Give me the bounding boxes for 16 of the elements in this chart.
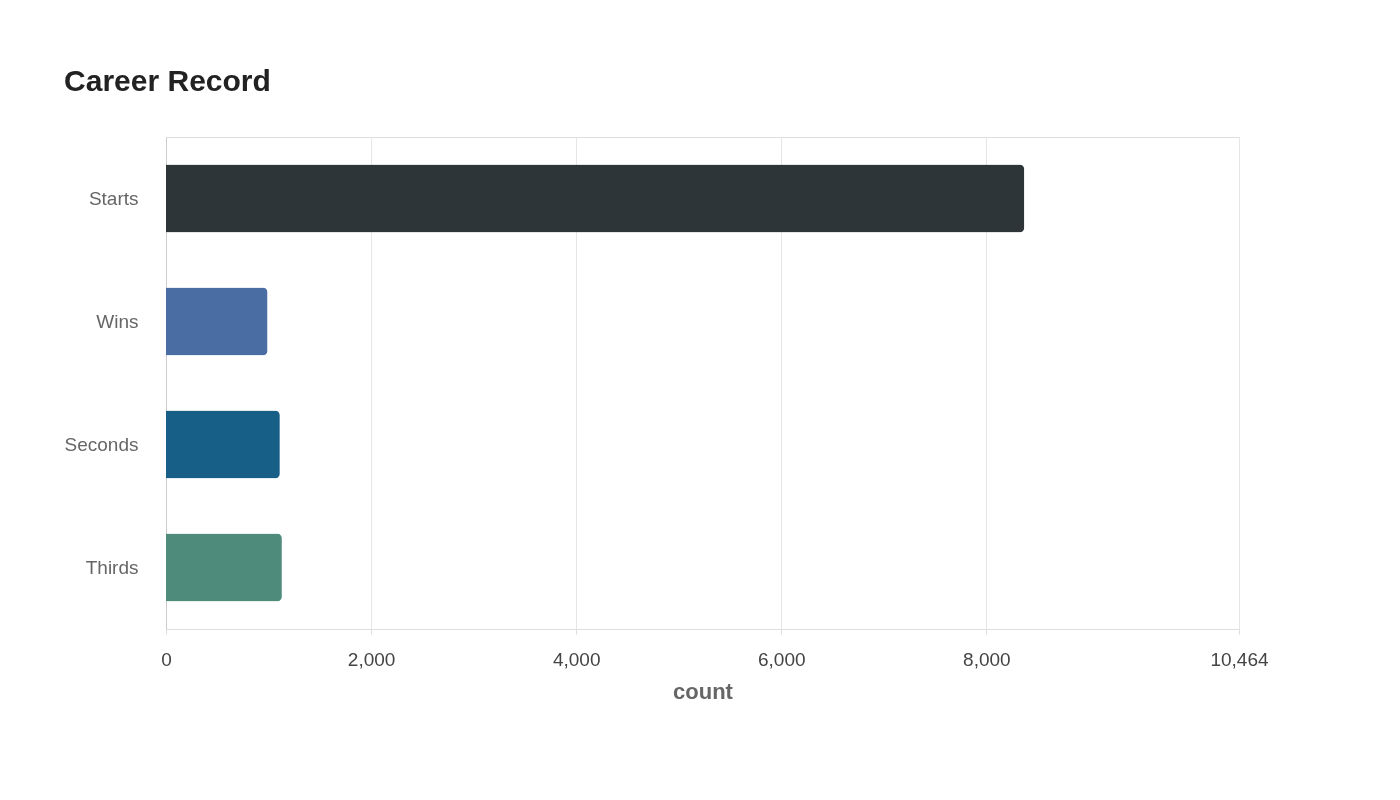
y-tick-label: Seconds	[64, 433, 139, 455]
bar	[166, 287, 268, 356]
x-tick-label: 2,000	[347, 648, 396, 670]
x-tick-label: 0	[161, 648, 172, 670]
x-tick-label: 8,000	[963, 648, 1011, 670]
x-tick-label: 4,000	[552, 648, 601, 670]
y-tick-label: Wins	[96, 310, 139, 332]
y-tick-label: Thirds	[85, 556, 139, 578]
bar	[166, 533, 282, 602]
y-tick-label: Starts	[88, 187, 139, 209]
bar	[166, 410, 280, 479]
chart-title: Career Record	[64, 64, 271, 97]
x-tick-label: 6,000	[757, 648, 806, 670]
x-tick-label: 10,464	[1210, 648, 1269, 670]
x-axis-title: count	[673, 678, 734, 704]
bar	[166, 164, 1025, 233]
